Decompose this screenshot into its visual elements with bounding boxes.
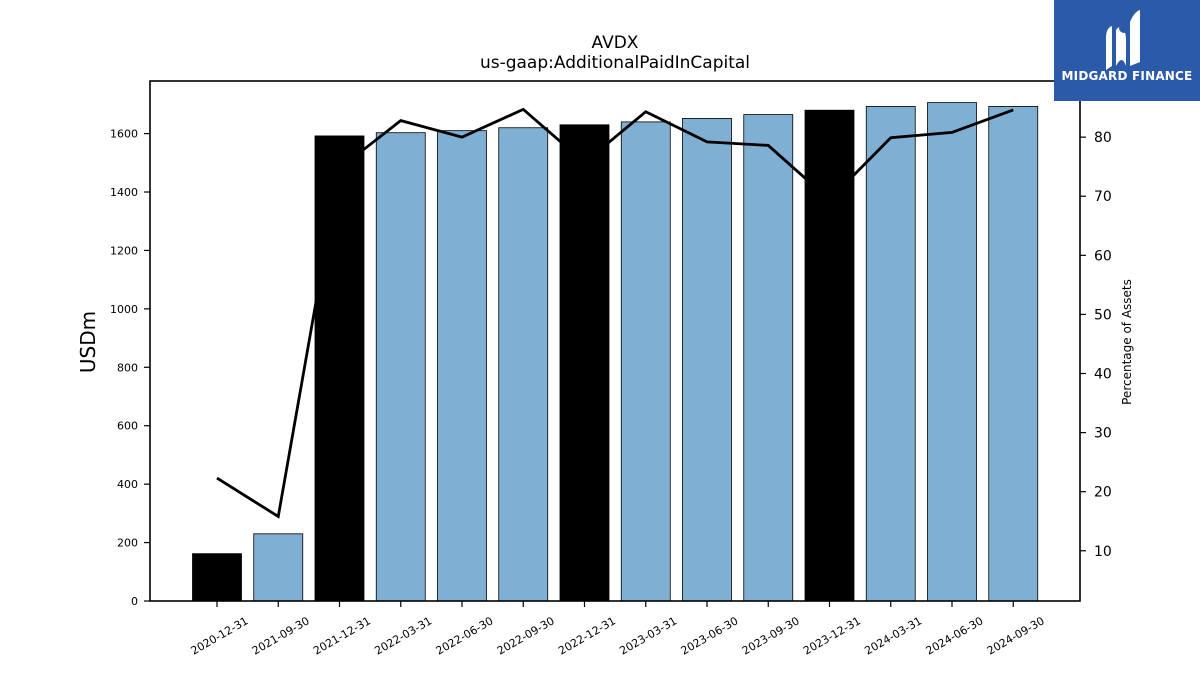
x-tick-label: 2022-09-30 xyxy=(495,614,557,657)
x-tick-label: 2023-03-31 xyxy=(617,614,679,657)
bar xyxy=(865,106,916,602)
y2-axis-label: Percentage of Assets xyxy=(1120,279,1134,405)
y-tick-label: 1000 xyxy=(110,303,138,316)
bar xyxy=(498,127,549,602)
y2-tick-label: 50 xyxy=(1094,307,1112,323)
midgard-finance-logo: MIDGARD FINANCE xyxy=(1054,0,1200,101)
x-tick-label: 2021-12-31 xyxy=(311,614,373,657)
bar xyxy=(559,124,610,602)
chart-subtitle: us-gaap:AdditionalPaidInCapital xyxy=(480,53,750,73)
y-axis-label: USDm xyxy=(76,311,100,373)
bar xyxy=(253,533,304,602)
bar xyxy=(375,132,426,602)
logo-text: MIDGARD FINANCE xyxy=(1061,69,1193,83)
x-tick-label: 2020-12-31 xyxy=(189,614,251,657)
bar xyxy=(192,553,242,602)
y-tick-label: 200 xyxy=(117,537,138,550)
bar xyxy=(988,106,1039,602)
line-series xyxy=(216,107,1014,519)
y2-tick-label: 30 xyxy=(1094,426,1112,442)
x-tick-label: 2023-12-31 xyxy=(801,614,863,657)
x-tick-label: 2022-06-30 xyxy=(434,614,496,657)
y2-tick-label: 80 xyxy=(1094,130,1112,146)
x-tick-label: 2024-03-31 xyxy=(862,614,924,657)
bar xyxy=(437,130,487,602)
bar xyxy=(314,135,365,602)
y-tick-label: 600 xyxy=(117,420,138,433)
y-tick-label: 1200 xyxy=(110,244,138,257)
bar xyxy=(804,109,855,602)
y-tick-label: 1600 xyxy=(110,128,138,141)
y-tick-label: 0 xyxy=(131,595,138,608)
chart-title: AVDX xyxy=(592,33,639,53)
y-tick-label: 400 xyxy=(117,478,138,491)
x-tick-label: 2022-12-31 xyxy=(556,614,618,657)
y2-tick-label: 10 xyxy=(1094,544,1112,560)
y2-tick-label: 20 xyxy=(1094,485,1112,501)
logo-mark-icon xyxy=(1106,10,1140,70)
y-tick-label: 800 xyxy=(117,361,138,374)
x-tick-label: 2022-03-31 xyxy=(372,614,434,657)
y-tick-label: 1400 xyxy=(110,186,138,199)
x-tick-label: 2024-06-30 xyxy=(924,614,986,657)
bar xyxy=(620,121,671,602)
x-tick-label: 2023-09-30 xyxy=(740,614,802,657)
bar xyxy=(743,114,794,602)
bar xyxy=(927,102,977,602)
bars-group xyxy=(192,102,1039,602)
y2-tick-label: 60 xyxy=(1094,248,1112,264)
line-group xyxy=(216,107,1014,519)
y2-tick-label: 70 xyxy=(1094,189,1112,205)
plot-frame xyxy=(149,80,1081,602)
bar xyxy=(682,117,732,602)
x-tick-label: 2021-09-30 xyxy=(250,614,312,657)
x-tick-label: 2023-06-30 xyxy=(679,614,741,657)
x-tick-label: 2024-09-30 xyxy=(985,614,1047,657)
y2-tick-label: 40 xyxy=(1094,367,1112,383)
